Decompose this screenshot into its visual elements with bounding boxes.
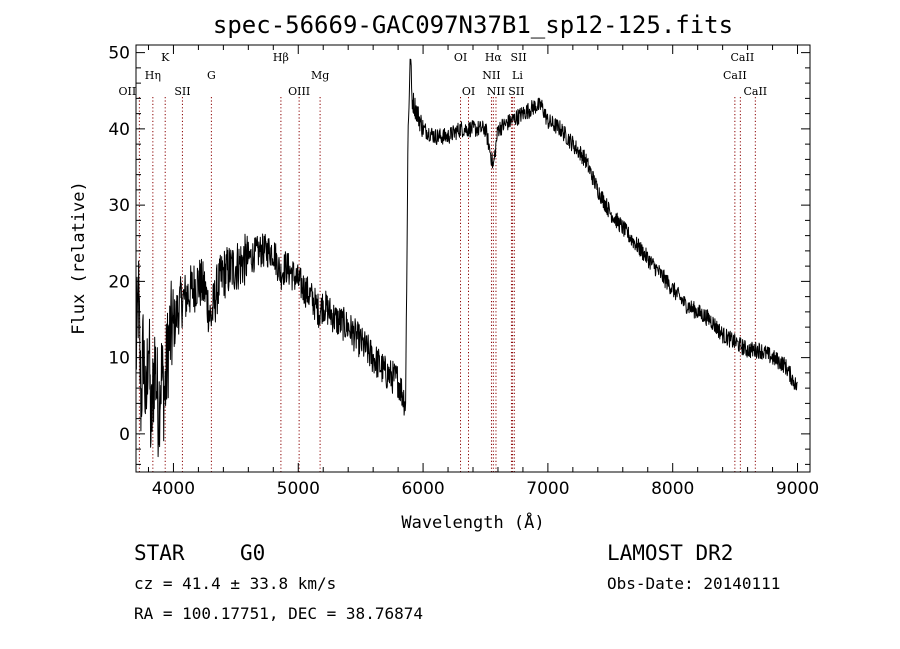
survey-name: LAMOST DR2 <box>607 541 733 565</box>
y-tick-label: 10 <box>108 349 130 369</box>
line-marker-label: NII <box>482 69 500 82</box>
line-marker-label: CaII <box>743 85 767 98</box>
x-tick-label: 6000 <box>401 479 444 499</box>
x-tick-label: 9000 <box>776 479 819 499</box>
line-marker-label: OI <box>454 51 467 64</box>
y-tick-label: 30 <box>108 196 130 216</box>
line-marker-label: Li <box>512 69 523 82</box>
line-marker-label: Hβ <box>273 51 289 64</box>
line-marker-label: SII <box>510 51 526 64</box>
y-axis: 0 10 20 30 40 50 <box>108 44 810 465</box>
object-subclass: G0 <box>240 541 265 565</box>
line-marker-label: K <box>161 51 170 64</box>
line-marker-label: OI <box>462 85 475 98</box>
observation-date: Obs-Date: 20140111 <box>607 574 780 593</box>
y-tick-label: 40 <box>108 120 130 140</box>
object-class: STAR <box>134 541 185 565</box>
x-axis-label: Wavelength (Å) <box>401 511 544 533</box>
line-marker-label: NII <box>487 85 505 98</box>
x-tick-label: 4000 <box>152 479 195 499</box>
line-marker-label: CaII <box>723 69 747 82</box>
x-axis: 4000 5000 6000 7000 8000 9000 <box>147 45 819 499</box>
y-tick-label: 0 <box>119 425 130 445</box>
line-marker-label: Mg <box>311 69 329 82</box>
line-marker-label: Hη <box>145 69 161 82</box>
line-marker-label: OIII <box>288 85 310 98</box>
redshift-velocity: cz = 41.4 ± 33.8 km/s <box>134 574 336 593</box>
line-marker-label: G <box>207 69 216 82</box>
line-marker-label: SII <box>174 85 190 98</box>
spectrum-line <box>135 58 798 458</box>
y-axis-label: Flux (relative) <box>69 181 89 335</box>
line-marker-label: Hα <box>485 51 503 64</box>
y-tick-label: 20 <box>108 272 130 292</box>
sky-coordinates: RA = 100.17751, DEC = 38.76874 <box>134 604 423 623</box>
line-marker-label: OII <box>119 85 137 98</box>
y-tick-label: 50 <box>108 44 130 64</box>
line-marker-label: CaII <box>731 51 755 64</box>
line-marker-label: SII <box>508 85 524 98</box>
chart-title: spec-56669-GAC097N37B1_sp12-125.fits <box>213 11 733 39</box>
x-tick-label: 5000 <box>277 479 320 499</box>
x-tick-label: 7000 <box>526 479 569 499</box>
x-tick-label: 8000 <box>651 479 694 499</box>
